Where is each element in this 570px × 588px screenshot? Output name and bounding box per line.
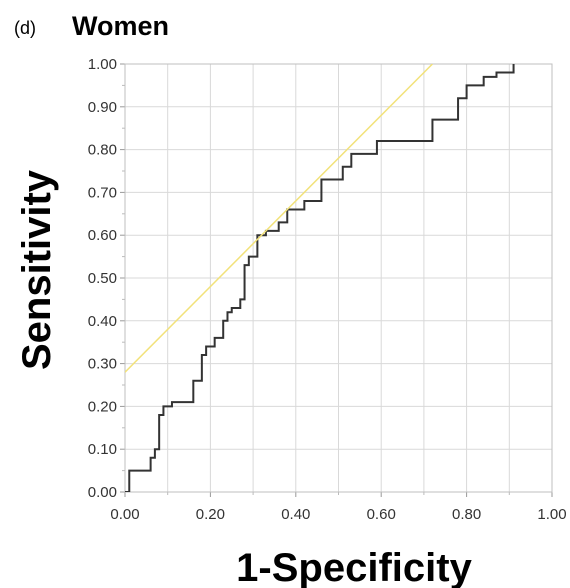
- y-tick-label: 0.40: [88, 313, 117, 330]
- y-axis-title: Sensitivity: [15, 169, 59, 370]
- y-tick-label: 0.60: [88, 227, 117, 244]
- y-tick-label: 0.20: [88, 398, 117, 415]
- roc-curve-line: [125, 64, 515, 492]
- y-tick-label: 0.70: [88, 184, 117, 201]
- y-tick-label: 1.00: [88, 56, 117, 73]
- x-axis-title: 1-Specificity: [236, 546, 472, 588]
- plot-frame: [124, 63, 553, 493]
- panel-label: (d): [14, 18, 36, 38]
- tick-labels: 0.00 0.10 0.20 0.30 0.40 0.50 0.60 0.70 0.80 0.90…: [88, 56, 567, 523]
- x-tick-label: 0.60: [367, 506, 396, 523]
- x-tick-label: 0.00: [110, 506, 139, 523]
- y-tick-label: 0.30: [88, 356, 117, 373]
- x-tick-label: 0.40: [281, 506, 310, 523]
- grid: [120, 63, 553, 497]
- x-tick-label: 1.00: [537, 506, 566, 523]
- y-tick-label: 0.50: [88, 270, 117, 287]
- x-tick-label: 0.20: [196, 506, 225, 523]
- reference-line: [125, 64, 433, 373]
- y-tick-label: 0.80: [88, 142, 117, 159]
- chart-title: Women: [72, 11, 169, 41]
- y-tick-label: 0.90: [88, 99, 117, 116]
- series-layer: [125, 64, 515, 492]
- y-tick-label: 0.10: [88, 441, 117, 458]
- x-tick-label: 0.80: [452, 506, 481, 523]
- y-tick-label: 0.00: [88, 484, 117, 501]
